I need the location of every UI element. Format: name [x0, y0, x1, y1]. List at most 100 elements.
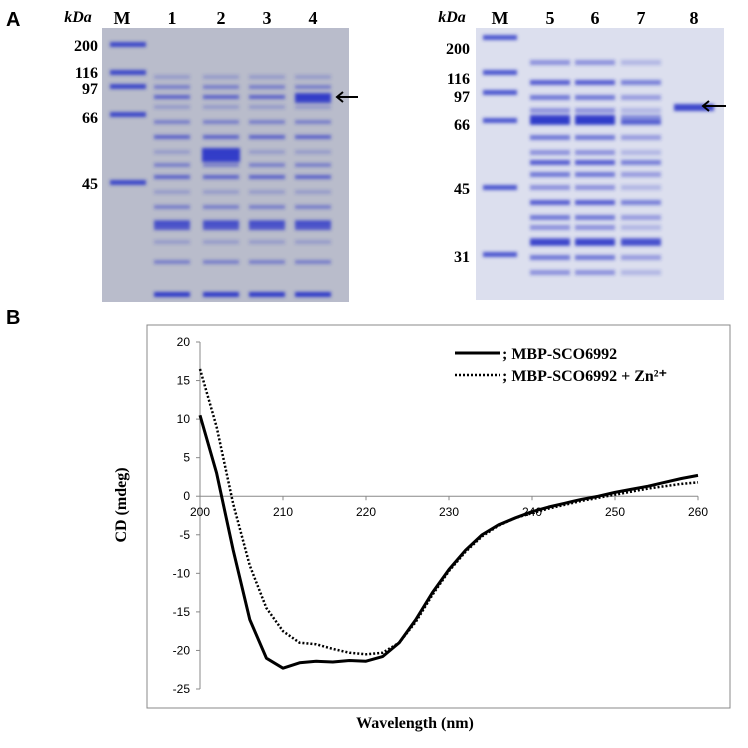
band — [203, 292, 239, 297]
marker-label: 31 — [454, 249, 470, 266]
band — [575, 255, 615, 260]
gel-bands — [110, 35, 714, 297]
band — [621, 215, 661, 220]
chart-frame — [146, 324, 731, 709]
band — [249, 205, 285, 209]
band — [575, 215, 615, 220]
x-tick-label: 250 — [605, 505, 625, 519]
band — [295, 93, 331, 103]
marker-label: 45 — [82, 176, 98, 193]
band — [530, 115, 570, 124]
x-tick-label: 200 — [190, 505, 210, 519]
band — [575, 80, 615, 85]
band — [110, 112, 146, 117]
band — [202, 148, 240, 162]
band — [575, 225, 615, 230]
band — [575, 172, 615, 177]
band — [154, 260, 190, 264]
band — [483, 90, 517, 95]
band — [530, 160, 570, 165]
band — [621, 255, 661, 260]
band — [249, 150, 285, 154]
band — [249, 222, 285, 230]
lane-label: 4 — [309, 8, 318, 28]
band — [295, 222, 331, 230]
band — [203, 222, 239, 230]
band — [575, 115, 615, 124]
band — [530, 108, 570, 113]
x-axis-title: Wavelength (nm) — [356, 715, 474, 732]
unit-label: kDa — [438, 9, 466, 26]
y-tick-label: -5 — [179, 528, 190, 542]
y-tick-label: 0 — [183, 489, 190, 503]
band — [530, 255, 570, 260]
band — [295, 85, 331, 89]
marker-label: 45 — [454, 181, 470, 198]
band — [110, 84, 146, 89]
band — [575, 150, 615, 155]
band — [203, 85, 239, 89]
band — [154, 240, 190, 244]
band — [203, 135, 239, 139]
band — [154, 222, 190, 230]
band — [154, 292, 190, 297]
marker-label: 116 — [75, 65, 98, 82]
band — [295, 175, 331, 179]
band — [203, 75, 239, 79]
band — [249, 75, 285, 79]
band — [203, 95, 239, 99]
band — [575, 185, 615, 190]
band — [249, 260, 285, 264]
band — [295, 163, 331, 167]
band — [621, 185, 661, 190]
marker-label: 66 — [82, 110, 98, 127]
band — [674, 104, 714, 111]
y-tick-label: -25 — [173, 682, 191, 696]
lane-label: 8 — [690, 8, 699, 28]
lane-label: M — [492, 8, 509, 28]
band — [575, 160, 615, 165]
band — [575, 200, 615, 205]
band — [530, 225, 570, 230]
band — [575, 135, 615, 140]
lane-label: 1 — [168, 8, 177, 28]
band — [621, 115, 661, 124]
line-series — [198, 368, 699, 656]
y-tick-label: 10 — [177, 412, 191, 426]
band — [110, 180, 146, 185]
band — [621, 80, 661, 85]
band — [154, 205, 190, 209]
band — [154, 105, 190, 109]
band — [295, 292, 331, 297]
lane-label: 3 — [263, 8, 272, 28]
band — [203, 105, 239, 109]
band — [530, 135, 570, 140]
y-tick-label: -15 — [173, 605, 191, 619]
line-series — [198, 414, 699, 670]
band — [249, 175, 285, 179]
band — [295, 105, 331, 109]
x-tick-label: 260 — [688, 505, 708, 519]
band — [249, 120, 285, 124]
band — [295, 260, 331, 264]
band — [530, 270, 570, 275]
band — [249, 240, 285, 244]
x-tick-label: 230 — [439, 505, 459, 519]
band — [621, 270, 661, 275]
panel-label: B — [6, 307, 20, 329]
band — [621, 95, 661, 100]
band — [621, 225, 661, 230]
band — [154, 150, 190, 154]
band — [530, 60, 570, 65]
marker-label: 97 — [82, 81, 98, 98]
band — [295, 205, 331, 209]
lane-label: 5 — [546, 8, 555, 28]
band — [295, 120, 331, 124]
band — [483, 252, 517, 257]
band — [154, 175, 190, 179]
band — [203, 175, 239, 179]
band — [295, 190, 331, 194]
band — [203, 190, 239, 194]
y-tick-label: -10 — [173, 566, 191, 580]
